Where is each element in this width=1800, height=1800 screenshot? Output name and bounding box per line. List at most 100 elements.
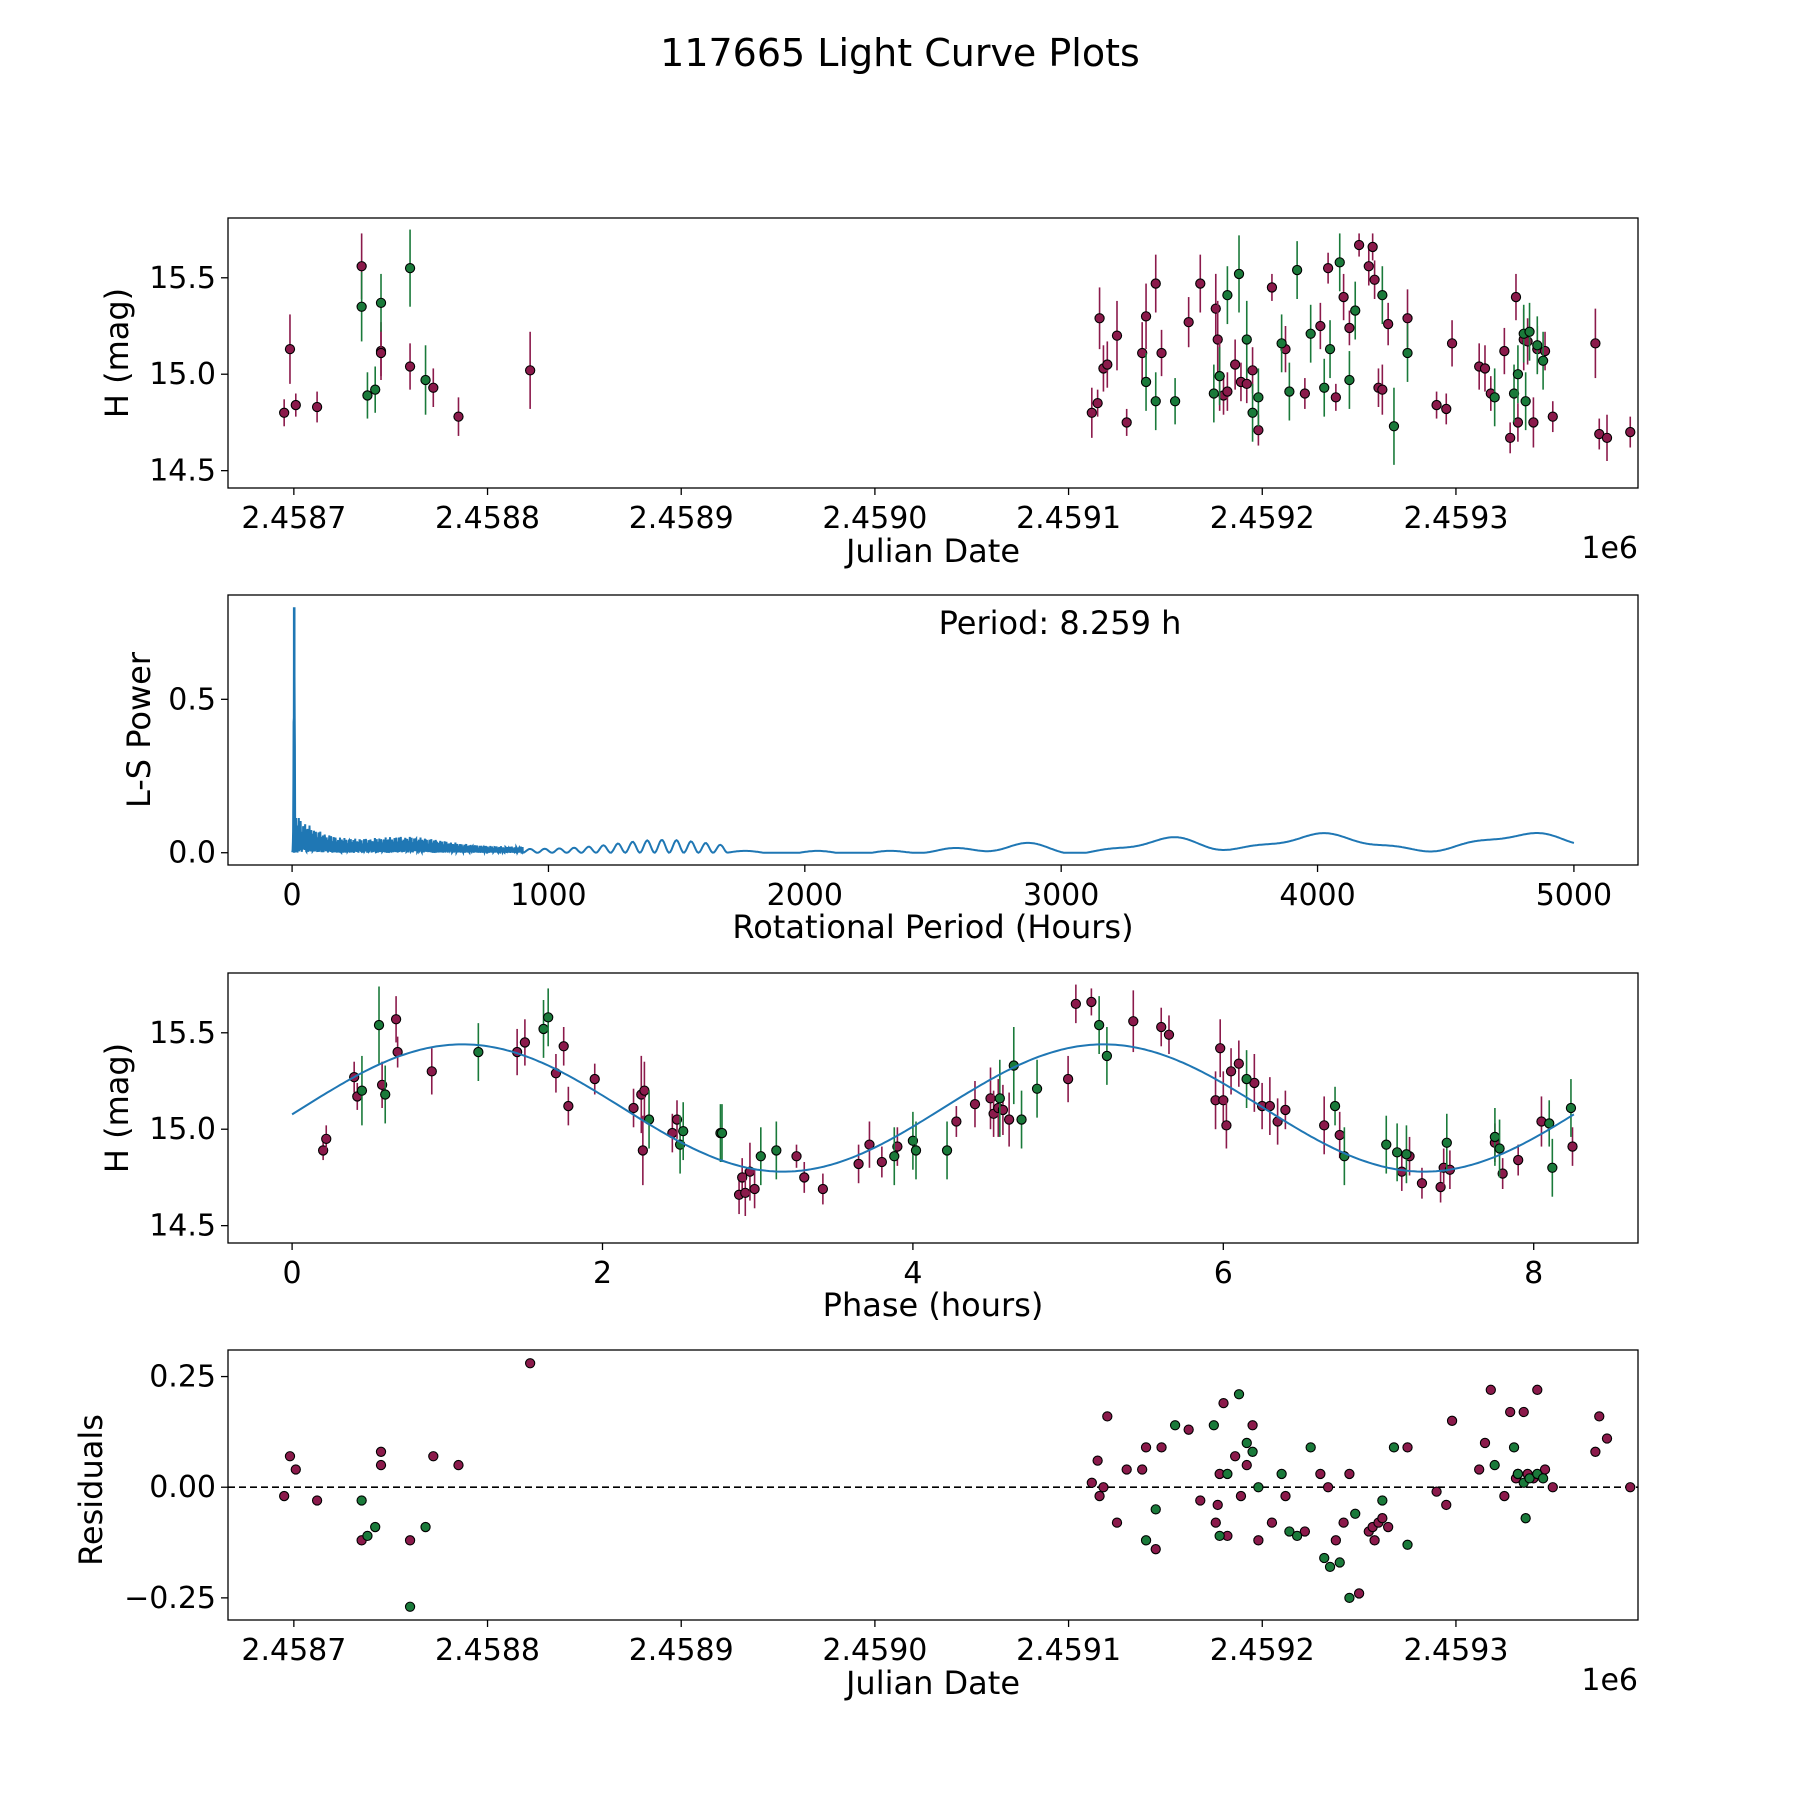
lightcurve-point-b [1222,289,1233,301]
residuals-point-a [1505,1406,1516,1418]
lightcurve-point-a [1330,392,1342,403]
residuals-point-a [1315,1468,1326,1480]
residuals-point-a [1150,1544,1161,1555]
residuals-point-a [1518,1406,1529,1418]
lightcurve-point-a [1547,411,1558,422]
lightcurve-point-a [1601,432,1613,444]
lightcurve-xtick-label: 2.4590 [822,501,927,536]
residuals-point-a [1183,1424,1194,1435]
lightcurve-point-b [1276,338,1287,349]
phased-point-a [1416,1178,1428,1189]
residuals-ytick-label: 0.25 [149,1360,216,1395]
phased-point-b [1031,1083,1043,1094]
phased-point-a [1156,1021,1167,1033]
lightcurve-point-a [1446,338,1458,349]
lightcurve-point-a [1156,347,1167,359]
phased-point-a [1513,1154,1524,1166]
residuals-point-b [1334,1557,1345,1568]
lightcurve-point-a [1210,303,1221,314]
phased-point-a [1215,1043,1226,1054]
periodogram-annotation: Period: 8.259 h [939,604,1182,642]
residuals-marks [228,1358,1638,1612]
residuals-point-a [1229,1451,1241,1462]
periodogram-xlabel: Rotational Period (Hours) [732,908,1133,946]
residuals-point-a [1338,1517,1349,1528]
lightcurve-point-b [1520,396,1531,407]
lightcurve-point-a [1222,386,1233,397]
lightcurve-point-a [1253,424,1264,436]
lightcurve-point-a [404,361,416,372]
residuals-point-b [1377,1495,1388,1506]
phased-point-a [997,1104,1009,1116]
residuals-point-b [1402,1539,1413,1550]
phased-point-b [889,1151,900,1162]
phased-point-b [1494,1143,1505,1154]
residuals-point-b [1150,1504,1161,1515]
phased-point-b [994,1093,1005,1104]
phased-point-a [1497,1168,1508,1179]
lightcurve-point-a [428,382,439,393]
residuals-point-b [1324,1561,1336,1573]
residuals-point-a [1086,1477,1097,1488]
phased-point-b [473,1046,484,1058]
residuals-point-a [1353,1588,1365,1599]
lightcurve-point-b [1402,347,1413,359]
lightcurve-point-b [1284,386,1295,397]
phased-point-a [1070,998,1082,1010]
phased-point-a [519,1037,531,1048]
lightcurve-point-b [356,301,367,312]
phased-point-a [749,1183,760,1195]
residuals-ylabel: Residuals [72,1414,110,1566]
periodogram-ylabel: L-S Power [120,651,158,808]
residuals-point-a [1212,1499,1223,1511]
residuals-point-b [1520,1513,1531,1524]
residuals-point-a [1441,1499,1452,1511]
lightcurve-point-b [1169,396,1181,407]
phased-point-a [639,1085,650,1096]
residuals-ticks: 2.4587 2.4588 2.4589 2.4590 2.4591 2.4592 2.45… [124,1360,1508,1668]
lightcurve-point-a [1367,241,1378,253]
phased-point-a [740,1187,751,1199]
phased-point-a [426,1066,437,1077]
lightcurve-point-a [1195,278,1206,289]
residuals-point-a [279,1490,290,1502]
residuals-point-a [1092,1455,1103,1466]
lightcurve-point-a [1505,432,1516,444]
lightcurve-point-b [1537,355,1549,366]
residuals-point-a [428,1451,439,1462]
residuals-point-b [362,1530,373,1542]
phased-point-b [356,1085,368,1096]
phased-point-b [1093,1019,1105,1031]
lightcurve-point-b [1388,421,1400,432]
residuals-frame [227,1349,1639,1621]
phased-point-a [1396,1166,1407,1177]
lightcurve-point-a [1086,407,1097,418]
lightcurve-point-b [1208,388,1219,399]
lightcurve-point-a [1322,262,1334,274]
phased-xlabel: Phase (hours) [823,1286,1044,1324]
residuals-point-b [370,1521,381,1533]
lightcurve-point-b [1233,268,1245,280]
lightcurve-point-a [1247,365,1258,376]
phased-point-a [1319,1120,1330,1131]
lightcurve-xtick-label: 2.4588 [435,501,540,536]
lightcurve-point-a [1140,311,1152,322]
residuals-point-a [1280,1490,1291,1502]
lightcurve-point-a [1092,397,1103,409]
phased-point-a [892,1141,903,1152]
lightcurve-ylabel: H (mag) [98,288,136,418]
residuals-point-a [1601,1433,1613,1444]
phased-point-b [678,1125,689,1137]
residuals-point-b [1222,1468,1233,1480]
residuals-ytick-label: −0.25 [124,1581,216,1616]
lightcurve-point-a [1229,359,1241,370]
lightcurve-offset-label: 1e6 [1581,531,1638,566]
residuals-point-b [356,1495,367,1506]
lightcurve-point-b [1532,340,1543,351]
lightcurve-point-a [1121,417,1132,428]
residuals-point-b [1247,1446,1258,1457]
phased-frame [227,972,1639,1244]
residuals-point-a [1625,1482,1636,1493]
phased-point-b [1489,1131,1501,1143]
lightcurve-point-b [1489,392,1500,403]
